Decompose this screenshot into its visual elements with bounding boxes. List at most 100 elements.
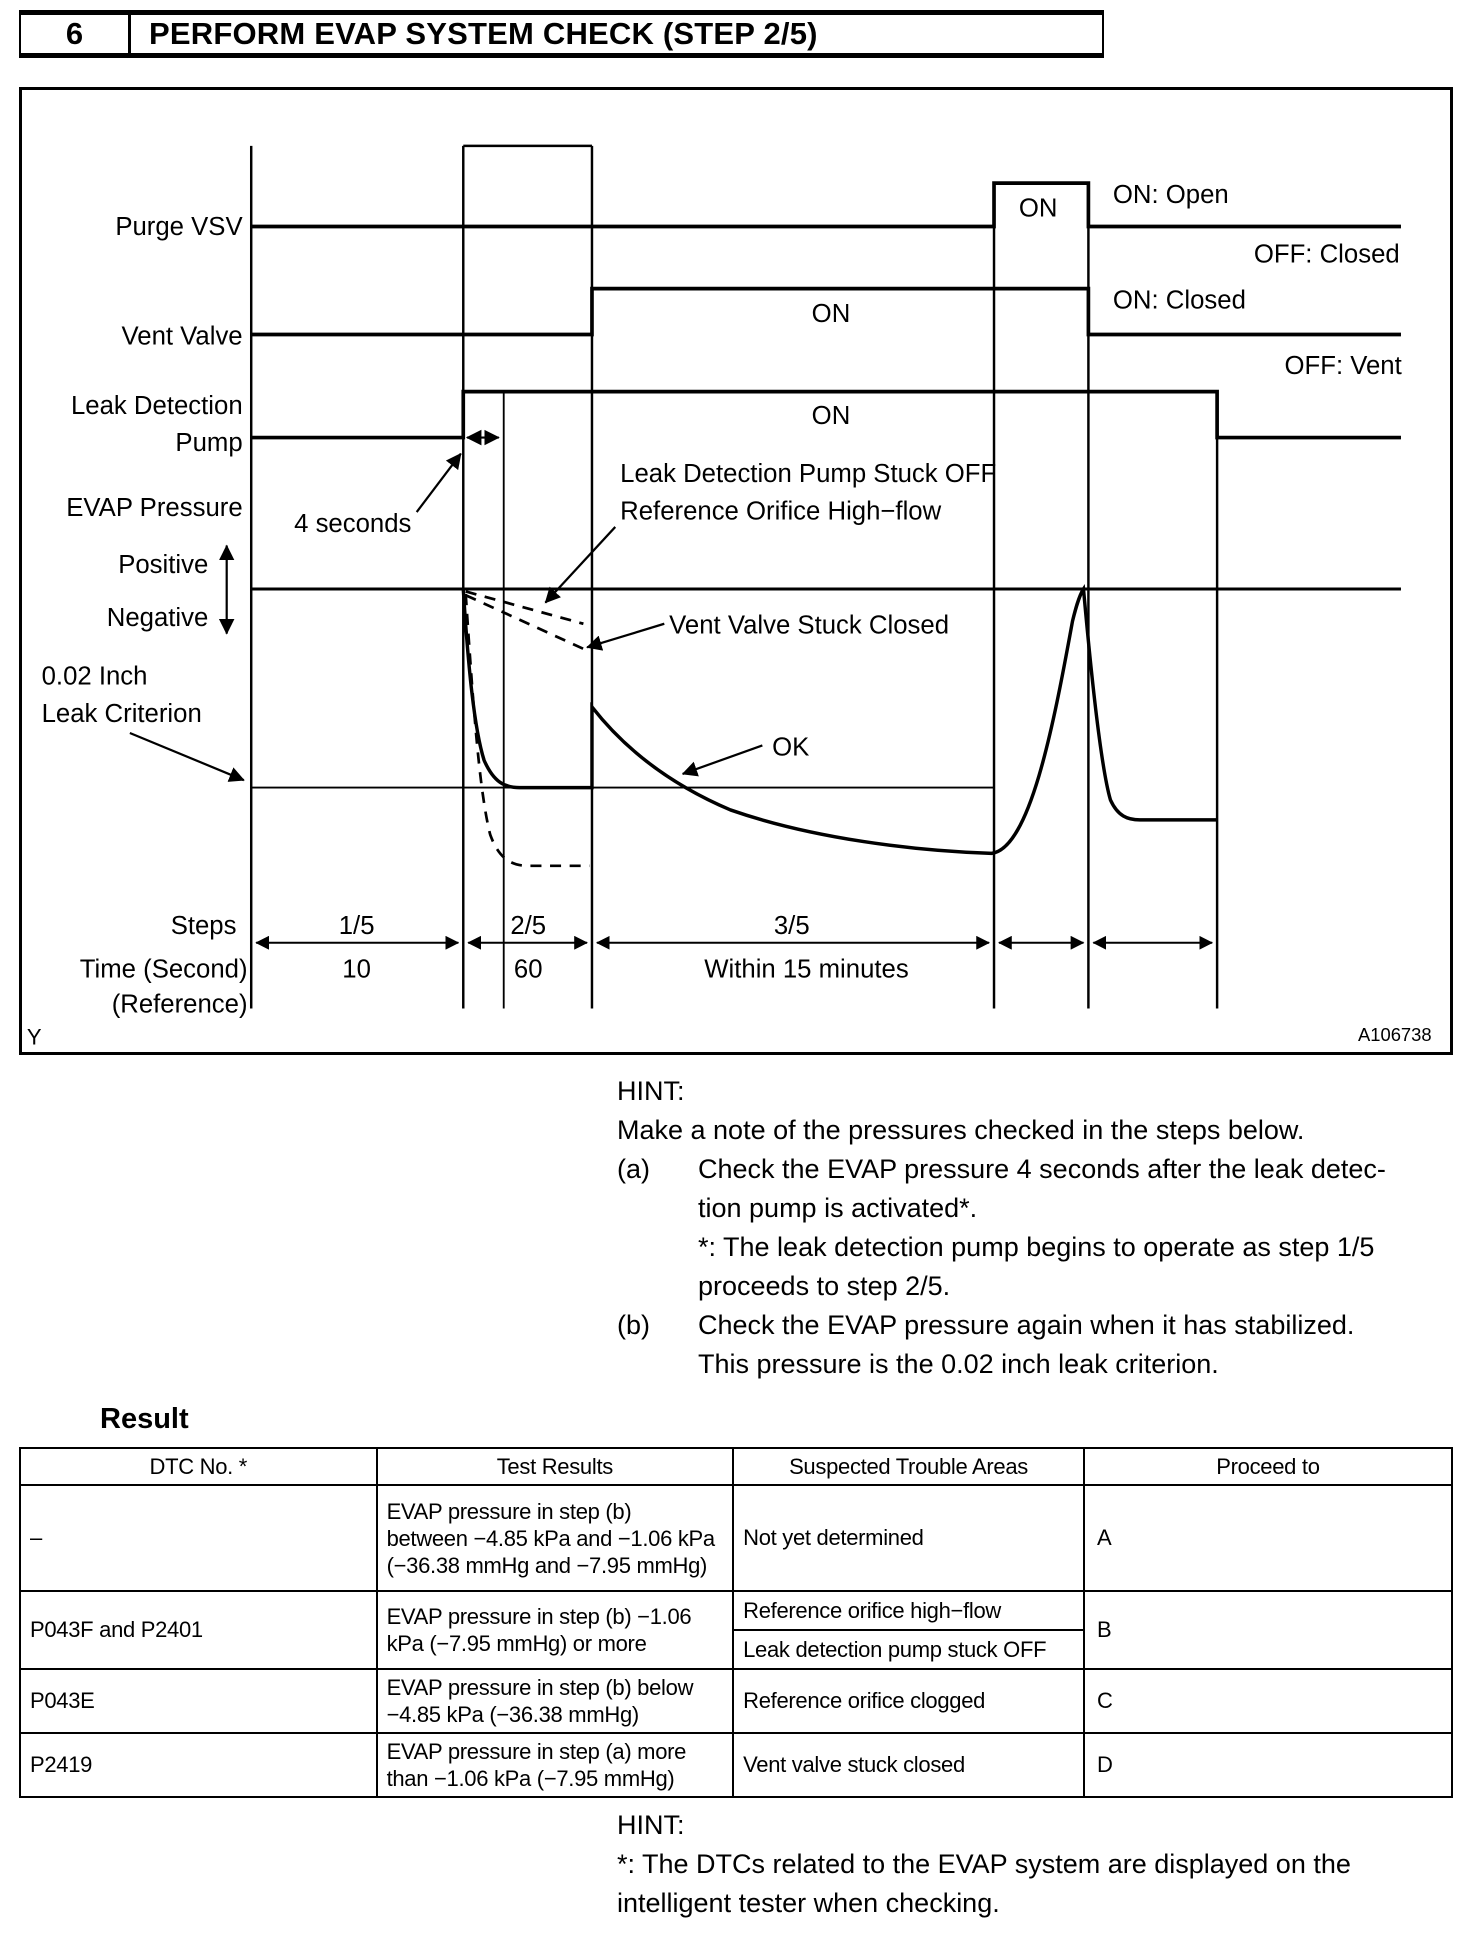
test-line: than −1.06 kPa (−7.95 mmHg) <box>386 1766 675 1791</box>
positive-label: Positive <box>118 551 208 579</box>
suspected-cell: Vent valve stuck closed <box>732 1732 1085 1798</box>
annotation-arrows <box>129 429 763 782</box>
proceed-cell: C <box>1082 1668 1454 1734</box>
test-line: kPa (−7.95 mmHg) or more <box>386 1631 647 1656</box>
dtc-cell: P043E <box>19 1668 378 1734</box>
test-results-cell: EVAP pressure in step (b) below −4.85 kP… <box>375 1668 735 1734</box>
four-seconds-pointer-arrow <box>415 452 462 513</box>
time1-value: 10 <box>342 955 371 983</box>
time-label-2: (Reference) <box>112 990 248 1018</box>
item-b-line2: This pressure is the 0.02 inch leak crit… <box>698 1349 1219 1379</box>
proceed-cell: B <box>1082 1590 1454 1670</box>
test-line: −4.85 kPa (−36.38 mmHg) <box>386 1702 640 1727</box>
ok-label: OK <box>772 733 809 761</box>
figure-id: A106738 <box>1358 1024 1432 1045</box>
test-results-cell: EVAP pressure in step (a) more than −1.0… <box>375 1732 735 1798</box>
time-label-1: Time (Second) <box>80 955 248 983</box>
vent-valve-waveform <box>251 286 1401 337</box>
hint-item-b: (b) Check the EVAP pressure again when i… <box>617 1306 1472 1384</box>
purge-on-legend: ON: Open <box>1113 181 1229 209</box>
suspected-cell: Reference orifice clogged <box>732 1668 1085 1734</box>
state-legend: ON: Open OFF: Closed ON: Closed OFF: Ven… <box>1113 181 1402 380</box>
pump-on-label: ON <box>812 402 851 430</box>
hint2-line2: intelligent tester when checking. <box>617 1888 1000 1918</box>
steps-time-rows: 1/5 2/5 3/5 10 60 Within 15 minutes <box>339 912 909 984</box>
suspected-cell: Reference orifice high−flow <box>732 1590 1085 1631</box>
vent-stuck-pointer-arrow <box>586 622 665 651</box>
criterion-label-2: Leak Criterion <box>42 700 202 728</box>
evap-pressure-curve-ok <box>461 583 1218 856</box>
table-header-row: DTC No. * Test Results Suspected Trouble… <box>19 1447 1454 1486</box>
vent-on-legend: ON: Closed <box>1113 286 1246 314</box>
test-line: EVAP pressure in step (b) <box>386 1498 632 1524</box>
page-title: PERFORM EVAP SYSTEM CHECK (STEP 2/5) <box>149 16 818 51</box>
vent-valve-label: Vent Valve <box>122 322 243 350</box>
step3-value: 3/5 <box>774 912 810 940</box>
test-results-cell: EVAP pressure in step (b) between −4.85 … <box>375 1484 735 1592</box>
hint-title: HINT: <box>617 1076 685 1106</box>
diagram-grid <box>249 144 1219 1009</box>
steps-label: Steps <box>171 912 237 940</box>
dtc-cell: P2419 <box>19 1732 378 1798</box>
suspected-cell: Not yet determined <box>732 1484 1085 1592</box>
pump-stuck-off-curve <box>465 590 584 626</box>
step2-window <box>462 144 594 1009</box>
time2-value: 60 <box>514 955 543 983</box>
vent-on-label: ON <box>812 300 851 328</box>
item-a-note2: proceeds to step 2/5. <box>698 1271 951 1301</box>
signal-labels: Purge VSV Vent Valve Leak Detection Pump… <box>42 213 248 1018</box>
result-table-wrap: DTC No. * Test Results Suspected Trouble… <box>19 1447 1454 1798</box>
step-number: 6 <box>21 15 131 53</box>
hint2-line1: *: The DTCs related to the EVAP system a… <box>617 1849 1351 1879</box>
diagram-annotations: 4 seconds Leak Detection Pump Stuck OFF … <box>294 460 996 761</box>
negative-label: Negative <box>107 604 209 632</box>
hint-item-a: (a) Check the EVAP pressure 4 seconds af… <box>617 1150 1472 1306</box>
item-b-marker: (b) <box>617 1310 650 1340</box>
test-line: between −4.85 kPa and −1.06 kPa <box>386 1525 716 1551</box>
step2-value: 2/5 <box>510 912 546 940</box>
pump-stuck-pointer-arrow <box>544 526 617 604</box>
test-results-cell: EVAP pressure in step (b) −1.06 kPa (−7.… <box>375 1590 735 1670</box>
table-row: P2419 EVAP pressure in step (a) more tha… <box>19 1732 1454 1798</box>
purge-on-label: ON <box>1019 194 1058 222</box>
suspected-cell: Leak detection pump stuck OFF <box>732 1629 1085 1670</box>
timing-diagram: Purge VSV Vent Valve Leak Detection Pump… <box>19 87 1453 1055</box>
item-b-line1: Check the EVAP pressure again when it ha… <box>698 1310 1355 1340</box>
timing-diagram-svg: Purge VSV Vent Valve Leak Detection Pump… <box>27 144 1432 1050</box>
test-line: EVAP pressure in step (b) below <box>386 1675 694 1700</box>
pump-stuck-label-2: Reference Orifice High−flow <box>620 497 941 525</box>
four-seconds-label: 4 seconds <box>294 510 411 538</box>
hint-block-top: HINT: Make a note of the pressures check… <box>617 1072 1472 1384</box>
header-test: Test Results <box>375 1447 735 1486</box>
leak-pump-waveform <box>251 389 1401 440</box>
test-line: (−36.38 mmHg and −7.95 mmHg) <box>386 1552 708 1578</box>
vent-off-legend: OFF: Vent <box>1285 352 1402 380</box>
pump-stuck-label-1: Leak Detection Pump Stuck OFF <box>620 460 996 488</box>
table-row: – EVAP pressure in step (b) between −4.8… <box>19 1484 1454 1592</box>
header-proceed: Proceed to <box>1082 1447 1454 1486</box>
criterion-pointer-arrow <box>129 731 245 782</box>
evap-pressure-label: EVAP Pressure <box>66 494 242 522</box>
criterion-label-1: 0.02 Inch <box>42 662 148 690</box>
signal-waveforms <box>251 181 1401 440</box>
test-line: EVAP pressure in step (b) −1.06 <box>386 1604 692 1629</box>
proceed-cell: D <box>1082 1732 1454 1798</box>
purge-off-legend: OFF: Closed <box>1254 240 1400 268</box>
hint-block-bottom: HINT: *: The DTCs related to the EVAP sy… <box>617 1806 1472 1923</box>
result-heading: Result <box>100 1403 189 1435</box>
time3-value: Within 15 minutes <box>704 955 909 983</box>
corner-mark: Y <box>27 1024 42 1049</box>
section-header: 6 PERFORM EVAP SYSTEM CHECK (STEP 2/5) <box>19 10 1104 58</box>
item-a-note1: *: The leak detection pump begins to ope… <box>698 1232 1375 1262</box>
proceed-cell: A <box>1082 1484 1454 1592</box>
fault-curves <box>464 590 590 868</box>
item-b-text: Check the EVAP pressure again when it ha… <box>698 1306 1472 1384</box>
orifice-clogged-curve <box>464 593 590 868</box>
leak-pump-label-1: Leak Detection <box>71 392 243 420</box>
item-a-line2: tion pump is activated*. <box>698 1193 978 1223</box>
table-row: P043F and P2401 EVAP pressure in step (b… <box>19 1590 1454 1670</box>
hint-intro: Make a note of the pressures checked in … <box>617 1115 1305 1145</box>
on-state-labels: ON ON ON <box>812 194 1058 429</box>
step1-value: 1/5 <box>339 912 375 940</box>
leak-pump-label-2: Pump <box>175 429 242 457</box>
